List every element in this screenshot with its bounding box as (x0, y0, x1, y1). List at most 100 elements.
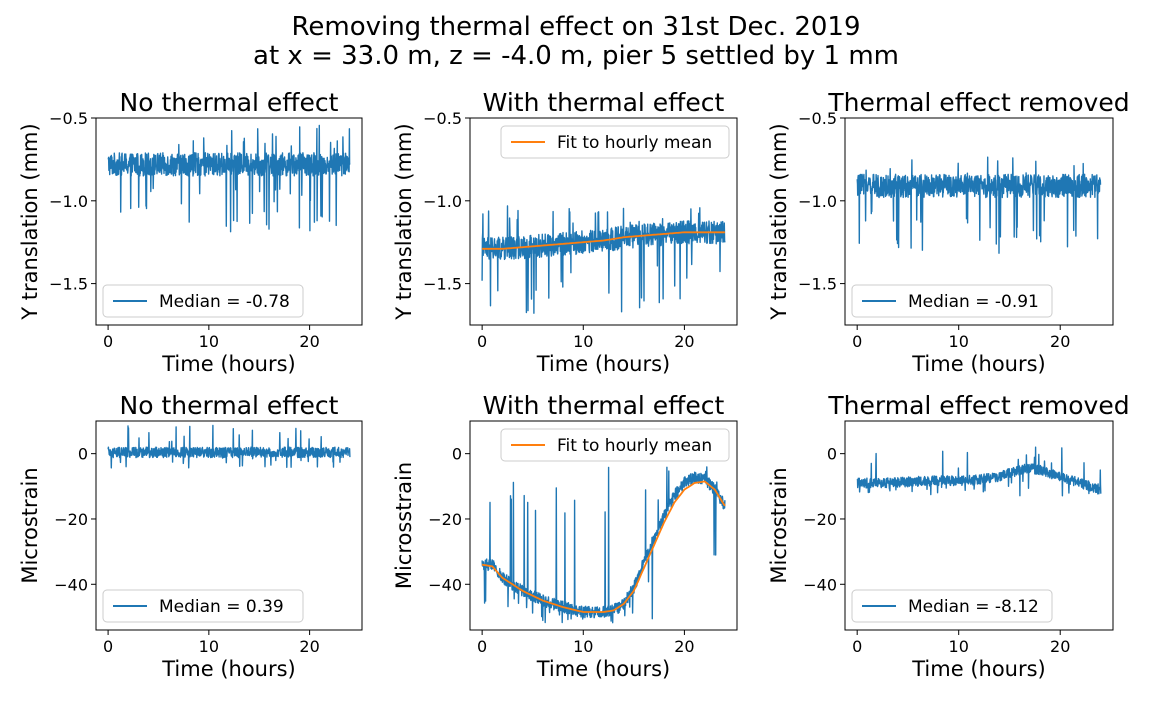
x-tick-label: 20 (1050, 637, 1070, 656)
y-axis-label: Microstrain (767, 467, 791, 583)
x-tick-label: 20 (299, 637, 319, 656)
x-axis-label: Time (hours) (536, 352, 671, 376)
x-tick-label: 0 (852, 637, 862, 656)
x-tick-label: 0 (103, 332, 113, 351)
legend-box (851, 589, 1053, 623)
plot-area (481, 205, 726, 314)
y-tick-label: 0 (827, 445, 837, 464)
legend-box (102, 589, 304, 623)
axes-frame (469, 420, 738, 631)
y-tick-label: −0.5 (798, 109, 837, 128)
legend-box (500, 125, 730, 159)
y-tick-label: −1.0 (798, 192, 837, 211)
y-axis-label: Y translation (mm) (392, 123, 416, 320)
x-tick-label: 20 (299, 332, 319, 351)
x-tick-label: 10 (199, 637, 219, 656)
subplot-1: 0 10 20 −0.5 −1.0 −1.5 No thermal effect Time (… (18, 88, 363, 376)
x-tick-label: 10 (573, 332, 593, 351)
subplot-3: 0 10 20 −0.5 −1.0 −1.5 Thermal effect removed T… (767, 88, 1130, 376)
x-axis-label: Time (hours) (911, 352, 1046, 376)
plot-area (856, 156, 1102, 254)
x-tick-label: 20 (674, 332, 694, 351)
y-axis-label: Y translation (mm) (18, 123, 42, 320)
x-axis-label: Time (hours) (161, 657, 296, 681)
subplot-2: 0 10 20 −0.5 −1.0 −1.5 With thermal effect Time… (392, 88, 738, 376)
subplot-grid: 0 10 20 −0.5 −1.0 −1.5 No thermal effect Time (… (18, 88, 1130, 681)
subplot-5: 0 10 20 0 −20 −40 With thermal effect Time (hou… (392, 391, 738, 681)
subplot-title: Thermal effect removed (827, 88, 1129, 117)
y-tick-label: −40 (54, 575, 88, 594)
figure-title-line-2: at x = 33.0 m, z = -4.0 m, pier 5 settle… (253, 41, 899, 71)
y-axis-label: Microstrain (18, 467, 42, 583)
axes-frame (844, 117, 1114, 326)
subplot-title: With thermal effect (483, 391, 725, 420)
plot-area (481, 466, 726, 624)
legend: Fit to hourly mean (500, 125, 730, 159)
y-tick-label: −1.0 (49, 192, 88, 211)
x-tick-label: 10 (573, 637, 593, 656)
legend-label: Fit to hourly mean (557, 133, 712, 153)
legend-label: Median = -0.78 (159, 292, 290, 312)
axes-frame (95, 117, 363, 326)
plot-area (107, 424, 351, 469)
x-tick-label: 10 (949, 637, 969, 656)
y-tick-label: −20 (54, 510, 88, 529)
x-tick-label: 10 (949, 332, 969, 351)
x-tick-label: 0 (103, 637, 113, 656)
x-tick-label: 0 (852, 332, 862, 351)
subplot-title: With thermal effect (483, 88, 725, 117)
series-measured-line (107, 124, 351, 233)
legend-box (102, 284, 304, 318)
x-tick-label: 0 (477, 637, 487, 656)
legend-label: Fit to hourly mean (557, 436, 712, 456)
series-measured-line (856, 156, 1102, 254)
y-tick-label: −20 (428, 510, 462, 529)
y-tick-label: 0 (78, 445, 88, 464)
legend: Median = -0.78 (102, 284, 304, 318)
legend-box (500, 428, 730, 462)
plot-area (856, 446, 1102, 497)
y-axis-label: Y translation (mm) (767, 123, 791, 320)
y-tick-label: −0.5 (423, 109, 462, 128)
axes-frame (844, 420, 1114, 631)
legend: Median = -0.91 (851, 284, 1053, 318)
x-tick-label: 0 (477, 332, 487, 351)
series-fit-line (482, 231, 725, 250)
subplot-title: No thermal effect (120, 88, 339, 117)
y-tick-label: −20 (803, 510, 837, 529)
legend-label: Median = -0.91 (908, 292, 1039, 312)
x-tick-label: 10 (199, 332, 219, 351)
x-axis-label: Time (hours) (161, 352, 296, 376)
series-measured-line (481, 205, 726, 314)
y-tick-label: −40 (428, 575, 462, 594)
y-axis-label: Microsstrain (392, 462, 416, 589)
legend: Median = -8.12 (851, 589, 1053, 623)
y-tick-label: −40 (803, 575, 837, 594)
x-tick-label: 20 (1050, 332, 1070, 351)
plot-area (107, 124, 351, 233)
figure-title-line-1: Removing thermal effect on 31st Dec. 201… (291, 12, 860, 42)
axes-frame (95, 420, 363, 631)
y-tick-label: −1.5 (798, 275, 837, 294)
subplot-4: 0 10 20 0 −20 −40 No thermal effect Time (hours… (18, 391, 363, 681)
legend-label: Median = 0.39 (159, 597, 284, 617)
series-fit-line (481, 480, 726, 613)
legend-label: Median = -8.12 (908, 597, 1039, 617)
series-measured-line (107, 424, 351, 469)
y-tick-label: 0 (452, 445, 462, 464)
series-measured-line (481, 466, 726, 624)
x-tick-label: 20 (674, 637, 694, 656)
legend: Median = 0.39 (102, 589, 304, 623)
y-tick-label: −1.5 (423, 275, 462, 294)
axes-frame (469, 117, 738, 326)
y-tick-label: −0.5 (49, 109, 88, 128)
y-tick-label: −1.0 (423, 192, 462, 211)
subplot-title: No thermal effect (120, 391, 339, 420)
subplot-6: 0 10 20 0 −20 −40 Thermal effect removed Time (… (767, 391, 1130, 681)
y-tick-label: −1.5 (49, 275, 88, 294)
legend: Fit to hourly mean (500, 428, 730, 462)
legend-box (851, 284, 1053, 318)
x-axis-label: Time (hours) (911, 657, 1046, 681)
subplot-title: Thermal effect removed (827, 391, 1129, 420)
